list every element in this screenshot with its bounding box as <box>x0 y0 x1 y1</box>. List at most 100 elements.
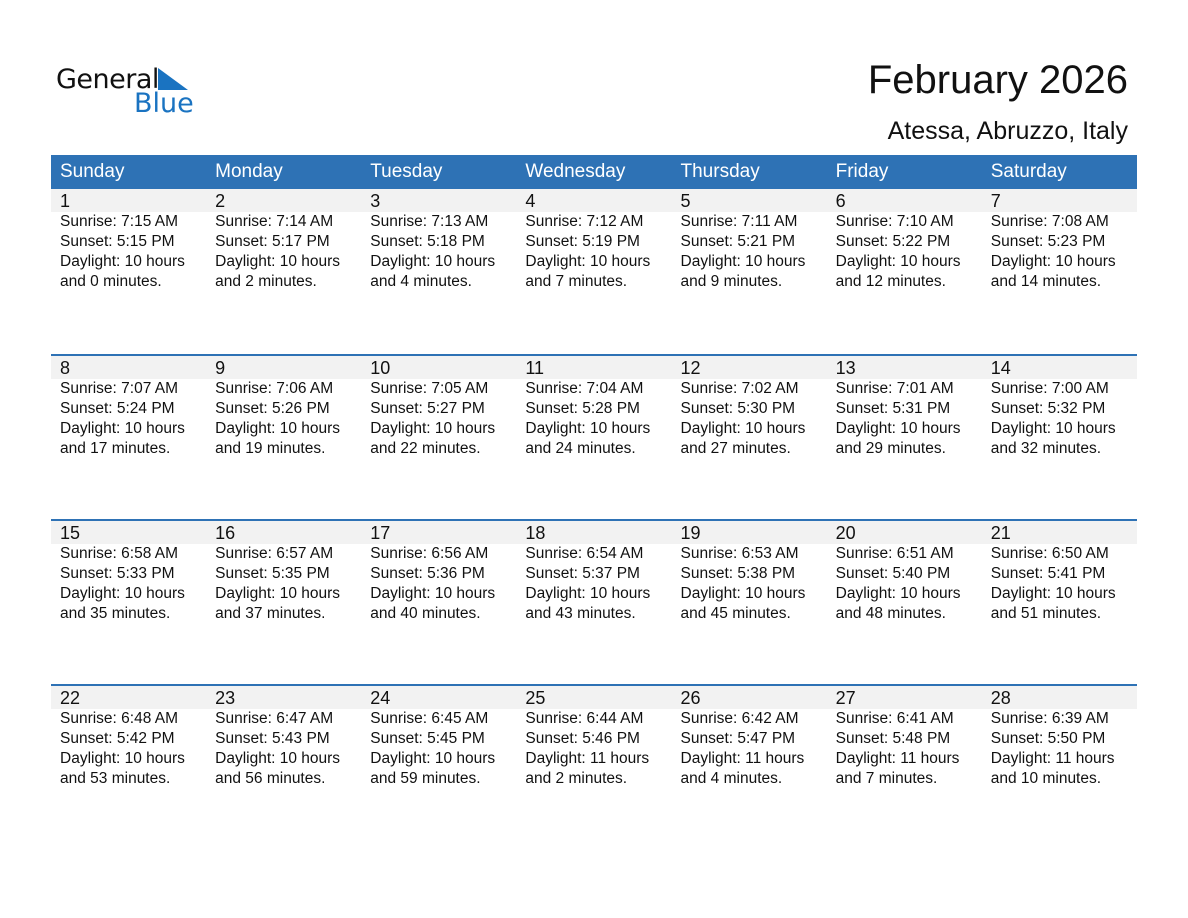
daylight: Daylight: 11 hours <box>990 750 1115 767</box>
day-cell: 25 Sunrise: 6:44 AM Sunset: 5:46 PM Dayligh… <box>516 686 671 849</box>
day-cell: 20 Sunrise: 6:51 AM Sunset: 5:40 PM Dayligh… <box>827 521 982 684</box>
sunrise: Sunrise: 6:48 AM <box>60 710 179 727</box>
day-number: 19 <box>680 523 701 543</box>
day-cell: 5 Sunrise: 7:11 AM Sunset: 5:21 PM Daylight… <box>672 189 827 354</box>
daylight: Daylight: 10 hours <box>60 585 185 602</box>
daylight: Daylight: 10 hours <box>990 585 1116 602</box>
sunrise: Sunrise: 7:14 AM <box>215 213 334 230</box>
day-cell: 10 Sunrise: 7:05 AM Sunset: 5:27 PM Dayligh… <box>361 356 516 519</box>
daylight-minutes: and 48 minutes. <box>835 605 946 622</box>
sunset: Sunset: 5:28 PM <box>525 400 640 417</box>
day-cell: 18 Sunrise: 6:54 AM Sunset: 5:37 PM Dayligh… <box>516 521 671 684</box>
sunrise: Sunrise: 6:53 AM <box>680 545 799 562</box>
daylight-minutes: and 24 minutes. <box>525 440 636 457</box>
daylight: Daylight: 10 hours <box>680 420 806 437</box>
day-cell: 21 Sunrise: 6:50 AM Sunset: 5:41 PM Dayligh… <box>982 521 1137 684</box>
sunset: Sunset: 5:45 PM <box>370 730 485 747</box>
sunrise: Sunrise: 7:10 AM <box>835 213 954 230</box>
sunrise: Sunrise: 7:01 AM <box>835 380 954 397</box>
daylight: Daylight: 10 hours <box>370 585 496 602</box>
daylight-minutes: and 43 minutes. <box>525 605 636 622</box>
daylight: Daylight: 10 hours <box>525 420 651 437</box>
day-cell: 16 Sunrise: 6:57 AM Sunset: 5:35 PM Dayligh… <box>206 521 361 684</box>
week-row: 15 Sunrise: 6:58 AM Sunset: 5:33 PM Dayligh… <box>51 519 1137 684</box>
daylight: Daylight: 10 hours <box>835 585 961 602</box>
weekday-thursday: Thursday <box>680 161 760 182</box>
sunrise: Sunrise: 6:45 AM <box>370 710 489 727</box>
day-cell: 7 Sunrise: 7:08 AM Sunset: 5:23 PM Daylight… <box>982 189 1137 354</box>
day-number: 4 <box>525 191 536 211</box>
day-number: 22 <box>60 688 81 708</box>
daylight-minutes: and 29 minutes. <box>835 440 946 457</box>
weekday-sunday: Sunday <box>60 161 125 182</box>
weekday-saturday: Saturday <box>990 161 1067 182</box>
daylight: Daylight: 10 hours <box>60 750 185 767</box>
sunrise: Sunrise: 7:06 AM <box>215 380 334 397</box>
sunset: Sunset: 5:42 PM <box>60 730 175 747</box>
sunset: Sunset: 5:15 PM <box>60 233 175 250</box>
daylight: Daylight: 10 hours <box>525 585 651 602</box>
sunrise: Sunrise: 6:47 AM <box>215 710 334 727</box>
sunset: Sunset: 5:37 PM <box>525 565 640 582</box>
weekday-header: Sunday Monday Tuesday Wednesday Thursday Frid… <box>51 155 1137 189</box>
weekday-tuesday: Tuesday <box>370 161 443 182</box>
sunrise: Sunrise: 6:42 AM <box>680 710 799 727</box>
day-cell: 3 Sunrise: 7:13 AM Sunset: 5:18 PM Daylight… <box>361 189 516 354</box>
day-number: 23 <box>215 688 236 708</box>
location: Atessa, Abruzzo, Italy <box>887 117 1128 145</box>
sunrise: Sunrise: 7:12 AM <box>525 213 644 230</box>
sunset: Sunset: 5:32 PM <box>990 400 1106 417</box>
sunrise: Sunrise: 7:04 AM <box>525 380 644 397</box>
day-cell: 13 Sunrise: 7:01 AM Sunset: 5:31 PM Dayligh… <box>827 356 982 519</box>
day-number: 7 <box>990 191 1001 211</box>
weekday-monday: Monday <box>215 161 283 182</box>
daylight-minutes: and 27 minutes. <box>680 440 791 457</box>
day-cell: 28 Sunrise: 6:39 AM Sunset: 5:50 PM Dayligh… <box>982 686 1137 849</box>
daylight-minutes: and 7 minutes. <box>835 770 938 787</box>
sunset: Sunset: 5:40 PM <box>835 565 951 582</box>
daylight-minutes: and 14 minutes. <box>990 273 1102 290</box>
day-number: 18 <box>525 523 546 543</box>
day-cell: 23 Sunrise: 6:47 AM Sunset: 5:43 PM Dayligh… <box>206 686 361 849</box>
sunset: Sunset: 5:48 PM <box>835 730 951 747</box>
daylight-minutes: and 10 minutes. <box>990 770 1102 787</box>
day-number: 16 <box>215 523 236 543</box>
page-title: February 2026 <box>867 58 1128 102</box>
sunset: Sunset: 5:21 PM <box>680 233 796 250</box>
day-cell: 14 Sunrise: 7:00 AM Sunset: 5:32 PM Dayligh… <box>982 356 1137 519</box>
sunset: Sunset: 5:43 PM <box>215 730 330 747</box>
weekday-friday: Friday <box>835 161 889 182</box>
day-cell: 15 Sunrise: 6:58 AM Sunset: 5:33 PM Dayligh… <box>51 521 206 684</box>
daylight-minutes: and 45 minutes. <box>680 605 791 622</box>
sunrise: Sunrise: 6:39 AM <box>990 710 1109 727</box>
day-cell: 17 Sunrise: 6:56 AM Sunset: 5:36 PM Dayligh… <box>361 521 516 684</box>
sunset: Sunset: 5:33 PM <box>60 565 175 582</box>
daylight-minutes: and 2 minutes. <box>215 273 317 290</box>
day-cell: 1 Sunrise: 7:15 AM Sunset: 5:15 PM Daylight… <box>51 189 206 354</box>
sunset: Sunset: 5:36 PM <box>370 565 485 582</box>
sunset: Sunset: 5:41 PM <box>990 565 1106 582</box>
logo-blue: Blue <box>134 88 194 119</box>
day-cell: 4 Sunrise: 7:12 AM Sunset: 5:19 PM Daylight… <box>516 189 671 354</box>
day-number: 26 <box>680 688 701 708</box>
daylight-minutes: and 32 minutes. <box>990 440 1102 457</box>
sunset: Sunset: 5:35 PM <box>215 565 330 582</box>
sunrise: Sunrise: 6:50 AM <box>990 545 1109 562</box>
daylight: Daylight: 10 hours <box>215 585 341 602</box>
sunset: Sunset: 5:46 PM <box>525 730 640 747</box>
day-number: 13 <box>835 358 856 378</box>
sunset: Sunset: 5:30 PM <box>680 400 796 417</box>
day-number: 5 <box>680 191 691 211</box>
sunset: Sunset: 5:50 PM <box>990 730 1106 747</box>
day-cell: 27 Sunrise: 6:41 AM Sunset: 5:48 PM Dayligh… <box>827 686 982 849</box>
day-number: 25 <box>525 688 546 708</box>
day-cell: 9 Sunrise: 7:06 AM Sunset: 5:26 PM Daylight… <box>206 356 361 519</box>
daylight: Daylight: 11 hours <box>680 750 805 767</box>
sunrise: Sunrise: 7:08 AM <box>990 213 1109 230</box>
daylight: Daylight: 10 hours <box>370 750 496 767</box>
sunrise: Sunrise: 6:58 AM <box>60 545 179 562</box>
daylight: Daylight: 10 hours <box>60 253 185 270</box>
daylight: Daylight: 10 hours <box>370 420 496 437</box>
daylight-minutes: and 56 minutes. <box>215 770 326 787</box>
daylight: Daylight: 10 hours <box>215 750 341 767</box>
